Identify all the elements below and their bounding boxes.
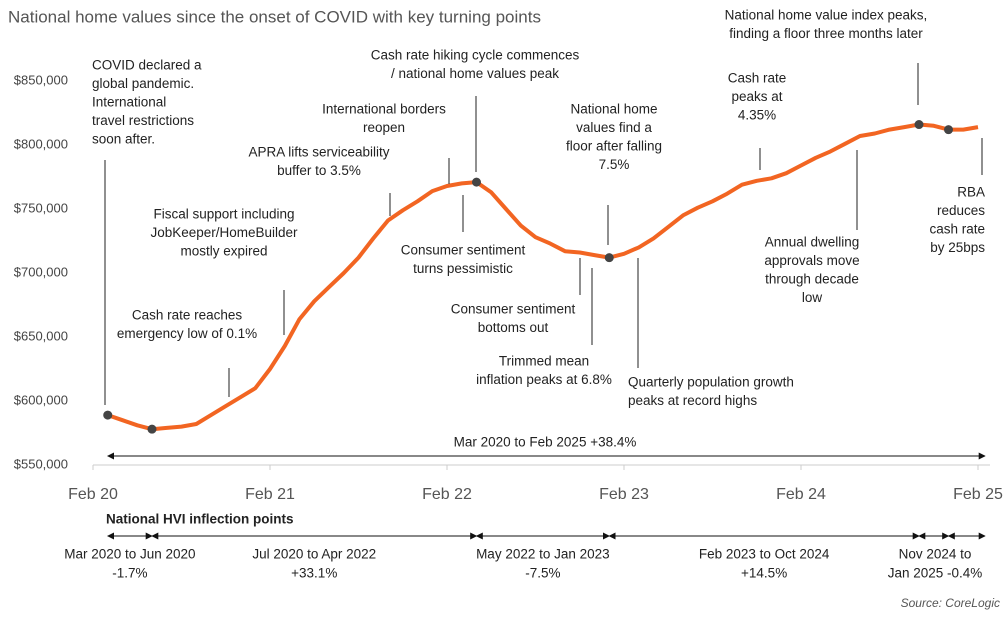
y-tick-label: $800,000 [14, 136, 68, 151]
x-tick-label: Feb 25 [953, 486, 1003, 503]
annotation: low [802, 290, 823, 305]
annotation: by 25bps [930, 240, 985, 255]
annotation: Cash rate [728, 71, 787, 86]
x-tick-label: Feb 23 [599, 486, 649, 503]
period-label: -7.5% [525, 566, 560, 581]
turning-point [103, 410, 113, 420]
period-label: May 2022 to Jan 2023 [476, 547, 610, 562]
annotation: floor after falling [566, 139, 662, 154]
y-tick-label: $650,000 [14, 328, 68, 343]
period-label: +33.1% [291, 566, 337, 581]
annotation: Annual dwelling [765, 235, 860, 250]
x-tick-label: Feb 24 [776, 486, 826, 503]
annotation: Quarterly population growth [628, 375, 794, 390]
period-label: Nov 2024 to [899, 547, 972, 562]
annotation: 4.35% [738, 108, 776, 123]
periods-title: National HVI inflection points [106, 512, 294, 527]
turning-point [472, 177, 481, 187]
annotation: RBA [957, 185, 985, 200]
span-label: Mar 2020 to Feb 2025 +38.4% [454, 435, 637, 450]
y-tick-label: $750,000 [14, 200, 68, 215]
annotation: global pandemic. [92, 76, 194, 91]
annotation: International [92, 95, 166, 110]
annotation: Fiscal support including [153, 207, 294, 222]
annotation: Consumer sentiment [451, 302, 576, 317]
annotation: peaks at [731, 89, 782, 104]
annotation: through decade [765, 272, 859, 287]
annotation: National home [570, 102, 657, 117]
annotation: APRA lifts serviceability [248, 145, 389, 160]
annotation: inflation peaks at 6.8% [476, 372, 612, 387]
annotation: COVID declared a [92, 58, 202, 73]
annotation: reopen [363, 120, 405, 135]
annotation: emergency low of 0.1% [117, 326, 257, 341]
y-tick-label: $550,000 [14, 456, 68, 471]
period-label: +14.5% [741, 566, 787, 581]
annotation: turns pessimistic [413, 261, 513, 276]
annotation: 7.5% [599, 157, 630, 172]
annotation: JobKeeper/HomeBuilder [150, 225, 298, 240]
y-tick-label: $700,000 [14, 264, 68, 279]
period-label: Jul 2020 to Apr 2022 [252, 547, 376, 562]
x-tick-label: Feb 21 [245, 486, 295, 503]
annotation: finding a floor three months later [729, 26, 923, 41]
turning-point [914, 120, 924, 130]
x-tick-label: Feb 20 [68, 486, 118, 503]
annotation: peaks at record highs [628, 393, 757, 408]
annotation: cash rate [929, 222, 985, 237]
annotation: values find a [576, 120, 652, 135]
annotation: Cash rate reaches [132, 308, 243, 323]
y-tick-label: $850,000 [14, 72, 68, 87]
annotation: approvals move [764, 253, 859, 268]
annotation: travel restrictions [92, 113, 194, 128]
period-label: Mar 2020 to Jun 2020 [64, 547, 195, 562]
annotation: Cash rate hiking cycle commences [371, 48, 580, 63]
y-tick-label: $600,000 [14, 392, 68, 407]
annotation: Trimmed mean [499, 354, 589, 369]
turning-point [604, 253, 614, 263]
source: Source: CoreLogic [901, 596, 1000, 610]
annotation: bottoms out [478, 320, 549, 335]
annotation: Consumer sentiment [401, 243, 526, 258]
x-tick-label: Feb 22 [422, 486, 472, 503]
turning-point [944, 125, 953, 135]
annotation: mostly expired [180, 244, 267, 259]
annotation: buffer to 3.5% [277, 163, 361, 178]
chart-title: National home values since the onset of … [8, 7, 541, 26]
annotation: / national home values peak [391, 66, 559, 81]
annotation: International borders [322, 102, 446, 117]
period-label: -1.7% [112, 566, 147, 581]
annotation: National home value index peaks, [725, 8, 928, 23]
period-label: Jan 2025 -0.4% [888, 566, 983, 581]
series-line [107, 122, 979, 432]
annotation: reduces [937, 203, 985, 218]
annotation: soon after. [92, 132, 155, 147]
period-label: Feb 2023 to Oct 2024 [699, 547, 830, 562]
turning-point [147, 424, 157, 434]
